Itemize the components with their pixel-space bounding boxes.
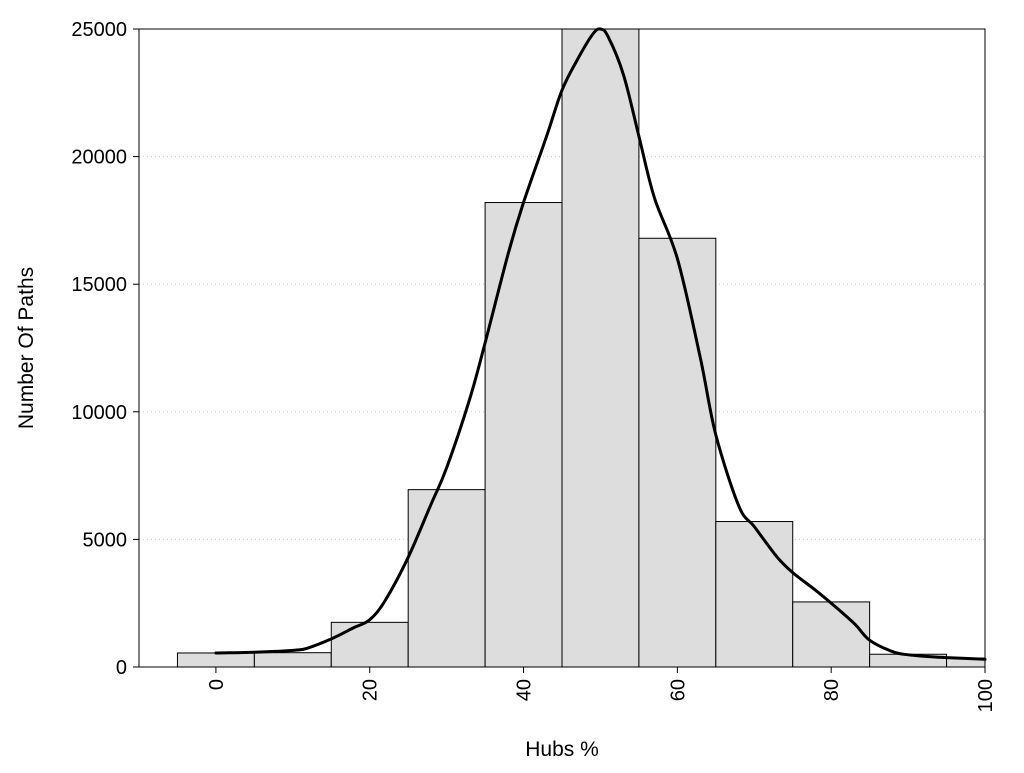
y-tick-label: 5000 <box>83 529 128 551</box>
histogram-bar <box>792 601 871 668</box>
x-tick-label: 80 <box>821 679 843 701</box>
density-curve-line <box>214 27 987 661</box>
histogram-bar <box>484 202 563 668</box>
grid-lines <box>139 156 985 540</box>
x-tick-label: 60 <box>667 679 689 701</box>
y-tick-label: 20000 <box>71 147 127 169</box>
y-tick-label: 10000 <box>71 402 127 424</box>
y-tick-label: 0 <box>116 657 127 679</box>
histogram-bar <box>176 652 255 668</box>
density-curve-group <box>214 27 987 661</box>
histogram-bar <box>715 521 794 668</box>
x-tick-label: 20 <box>360 679 382 701</box>
y-axis-ticks: 0 5000 10000 15000 20000 25000 <box>71 19 139 679</box>
histogram-bar <box>253 652 332 668</box>
x-tick-label: 0 <box>206 679 228 690</box>
y-tick-label: 25000 <box>71 19 127 41</box>
x-axis-title: Hubs % <box>525 738 599 761</box>
histogram-bar <box>407 489 486 668</box>
histogram-bars <box>176 28 986 668</box>
y-axis-title: Number Of Paths <box>15 267 38 429</box>
histogram-bar <box>561 28 640 668</box>
histogram-bar <box>638 237 717 668</box>
histogram-bar <box>330 621 409 668</box>
y-tick-label: 15000 <box>71 274 127 296</box>
x-tick-label: 100 <box>975 679 997 712</box>
x-axis-ticks: 0 20 40 60 80 100 <box>206 667 997 712</box>
x-tick-label: 40 <box>514 679 536 701</box>
plot-frame <box>138 28 986 668</box>
